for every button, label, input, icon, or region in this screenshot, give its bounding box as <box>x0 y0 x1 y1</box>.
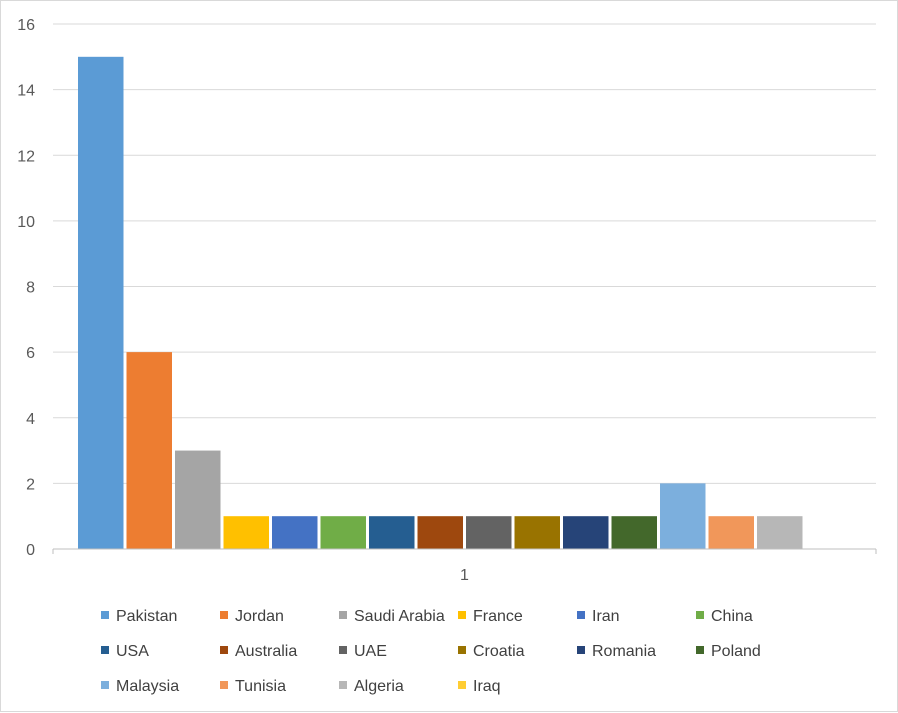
bars <box>78 56 803 549</box>
legend-swatch <box>101 681 109 689</box>
x-axis: 1 <box>52 548 877 584</box>
bar-pakistan <box>78 56 124 549</box>
y-tick-label: 8 <box>26 280 35 297</box>
y-tick-label: 6 <box>26 345 35 362</box>
legend-label: Tunisia <box>235 678 286 695</box>
legend: Pakistan Jordan Saudi Arabia France Iran Chin… <box>101 608 761 695</box>
legend-swatch <box>577 611 585 619</box>
bar-france <box>223 516 269 549</box>
legend-label: Algeria <box>354 678 404 695</box>
bar-jordan <box>126 352 172 549</box>
legend-swatch <box>339 611 347 619</box>
bar-saudi-arabia <box>175 450 221 549</box>
legend-label: Saudi Arabia <box>354 608 445 625</box>
legend-swatch <box>220 681 228 689</box>
legend-swatch <box>339 646 347 654</box>
legend-swatch <box>339 681 347 689</box>
y-tick-label: 10 <box>17 214 35 231</box>
y-tick-label: 14 <box>17 83 35 100</box>
legend-swatch <box>696 646 704 654</box>
bar-poland <box>611 516 657 549</box>
legend-swatch <box>220 611 228 619</box>
legend-swatch <box>220 646 228 654</box>
gridlines <box>53 23 876 484</box>
y-axis: 0 2 4 6 8 10 12 14 16 <box>17 17 35 559</box>
legend-swatch <box>458 646 466 654</box>
legend-label: Jordan <box>235 608 284 625</box>
legend-label: Pakistan <box>116 608 177 625</box>
legend-label: UAE <box>354 643 387 660</box>
bar-croatia <box>514 516 560 549</box>
legend-label: Poland <box>711 643 761 660</box>
legend-label: USA <box>116 643 149 660</box>
legend-label: Iran <box>592 608 620 625</box>
legend-label: France <box>473 608 523 625</box>
bar-australia <box>417 516 463 549</box>
legend-swatch <box>458 611 466 619</box>
bar-usa <box>369 516 415 549</box>
bar-algeria <box>757 516 803 549</box>
legend-label: Australia <box>235 643 297 660</box>
legend-swatch <box>696 611 704 619</box>
y-tick-label: 16 <box>17 17 35 34</box>
legend-swatch <box>577 646 585 654</box>
bar-malaysia <box>660 483 706 549</box>
bar-uae <box>466 516 512 549</box>
legend-swatch <box>101 646 109 654</box>
legend-label: Croatia <box>473 643 525 660</box>
bar-china <box>320 516 366 549</box>
legend-swatch <box>458 681 466 689</box>
y-tick-label: 4 <box>26 411 35 428</box>
legend-label: Malaysia <box>116 678 179 695</box>
legend-label: Romania <box>592 643 656 660</box>
y-tick-label: 0 <box>26 542 35 559</box>
legend-label: China <box>711 608 753 625</box>
bar-romania <box>563 516 609 549</box>
x-tick-label: 1 <box>460 567 469 584</box>
y-tick-label: 2 <box>26 476 35 493</box>
bar-iran <box>272 516 318 549</box>
legend-label: Iraq <box>473 678 501 695</box>
y-tick-label: 12 <box>17 148 35 165</box>
bar-tunisia <box>708 516 754 549</box>
legend-swatch <box>101 611 109 619</box>
